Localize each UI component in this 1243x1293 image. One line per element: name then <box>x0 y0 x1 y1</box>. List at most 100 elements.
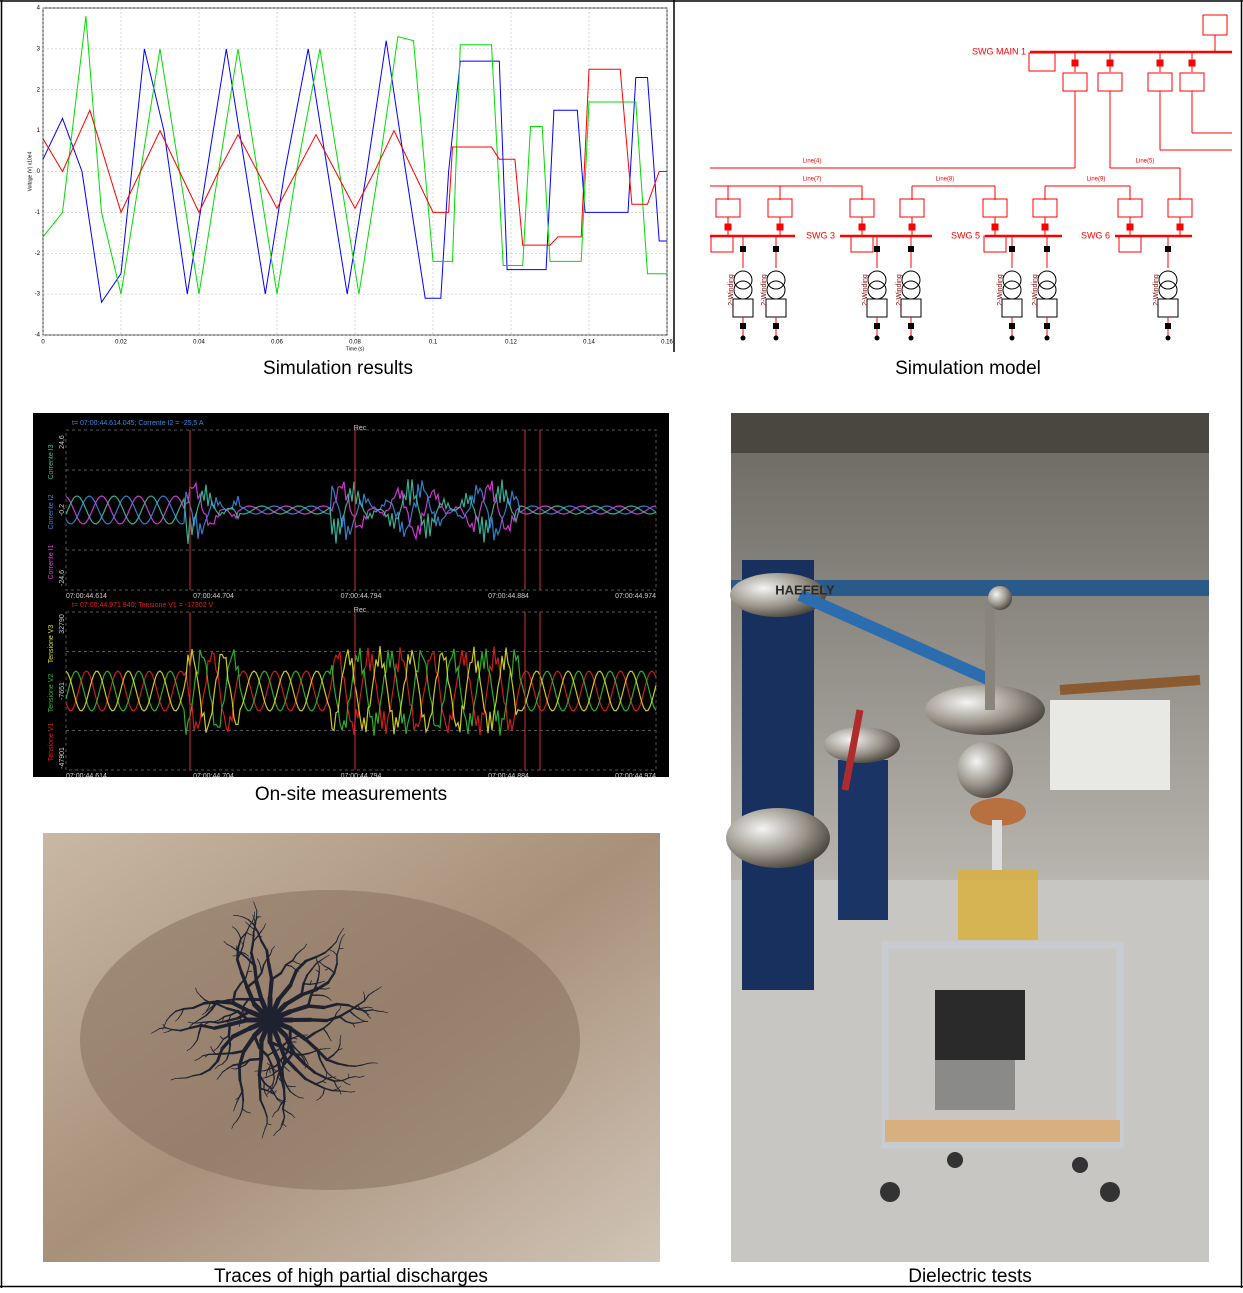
diagram-label: 2-Winding <box>728 274 735 306</box>
scope-time: 07:00:44.974 <box>615 593 656 600</box>
block <box>900 199 924 217</box>
block <box>1180 73 1204 91</box>
diagram-label: Line(9) <box>1087 177 1106 183</box>
trace <box>239 1066 240 1080</box>
transformer <box>734 271 752 289</box>
trace <box>259 1059 261 1075</box>
block <box>1119 236 1141 252</box>
transformer <box>1038 281 1056 299</box>
scope-channel: Tensione V3 <box>48 625 55 664</box>
breaker <box>1177 224 1183 230</box>
caption: On-site measurements <box>255 784 447 805</box>
transformer <box>767 271 785 289</box>
block <box>716 199 740 217</box>
scope-channel: Tensione V1 <box>48 723 55 762</box>
trace <box>284 1088 285 1100</box>
trace <box>267 950 269 963</box>
x-tick-label: 0.06 <box>271 340 283 346</box>
scope-time: 07:00:44.614 <box>66 773 107 780</box>
x-tick-label: 0.08 <box>349 340 361 346</box>
trace <box>308 1006 324 1008</box>
breaker <box>740 323 746 329</box>
trace <box>318 995 324 996</box>
trace <box>229 1025 230 1036</box>
block <box>1203 15 1227 35</box>
terminal <box>1010 336 1015 341</box>
scope-scale: 24,6 <box>59 435 66 449</box>
block <box>1029 53 1055 71</box>
block <box>1033 199 1057 217</box>
breaker <box>909 224 915 230</box>
diagram-label: SWG MAIN 1 <box>972 46 1026 56</box>
transformer <box>868 271 886 289</box>
breaker <box>859 224 865 230</box>
terminal <box>1045 336 1050 341</box>
x-axis-label: Time (s) <box>346 346 364 352</box>
block <box>983 199 1007 217</box>
transformer <box>1038 271 1056 289</box>
load <box>867 299 887 317</box>
breaker <box>874 246 880 252</box>
trace <box>337 1004 348 1005</box>
trace <box>304 984 311 985</box>
trace <box>210 1022 218 1023</box>
y-axis-label: Voltage (V) x10e4 <box>27 151 33 191</box>
trace <box>311 1020 327 1021</box>
scope-scale: 32790 <box>59 614 66 634</box>
terminal <box>1166 336 1171 341</box>
block <box>1118 199 1142 217</box>
trace <box>239 1023 240 1027</box>
breaker <box>992 224 998 230</box>
block <box>711 236 733 252</box>
block <box>1148 73 1172 91</box>
transformer <box>868 281 886 299</box>
diagram-label: SWG 5 <box>951 230 980 240</box>
trace <box>244 1010 245 1014</box>
breaker <box>773 246 779 252</box>
trace <box>248 999 261 1000</box>
trace <box>229 1036 230 1045</box>
trace <box>229 1045 230 1053</box>
breaker <box>1044 323 1050 329</box>
transformer <box>1159 281 1177 299</box>
trace <box>347 1066 355 1067</box>
terminal <box>741 336 746 341</box>
trace <box>228 999 238 1000</box>
breaker <box>1107 60 1113 66</box>
trace <box>250 1059 261 1060</box>
trace <box>379 1011 384 1012</box>
diagram-label: 2-Winding <box>761 274 768 306</box>
terminal <box>875 336 880 341</box>
y-tick-label: -4 <box>35 333 41 339</box>
figure: -4-3-2-10123400.020.040.060.080.10.120.1… <box>0 0 1243 1288</box>
scope-time: 07:00:44.974 <box>615 773 656 780</box>
diagram-label: 2-Winding <box>862 274 869 306</box>
diagram: SWG MAIN 1Line(4)Line(5)Line(7)Line(8)Li… <box>710 15 1232 341</box>
trace <box>368 1063 373 1064</box>
terminal <box>909 336 914 341</box>
diagram-label: 2-Winding <box>896 274 903 306</box>
scope-channel: Corrente I2 <box>48 494 55 529</box>
transformer <box>734 281 752 299</box>
scope-scale: -24,6 <box>59 570 66 586</box>
trace <box>274 1072 275 1079</box>
caption: Simulation results <box>263 358 413 379</box>
x-tick-label: 0.12 <box>505 340 517 346</box>
x-tick-label: 0.16 <box>661 340 673 346</box>
trace <box>172 1030 180 1031</box>
diagram-label: Line(8) <box>936 177 955 183</box>
breaker <box>908 323 914 329</box>
breaker <box>1072 60 1078 66</box>
scope-header: t= 07:00:44.614.045; Corrente I2 = -25,5… <box>72 420 204 427</box>
load <box>766 299 786 317</box>
breaker <box>1165 323 1171 329</box>
breaker <box>777 224 783 230</box>
block <box>1063 73 1087 91</box>
diagram-label: 2-Winding <box>1032 274 1039 306</box>
load <box>1037 299 1057 317</box>
scope-scale: -47901 <box>59 747 66 769</box>
load <box>1002 299 1022 317</box>
trace <box>270 979 272 998</box>
diagram-label: 2-Winding <box>1153 274 1160 306</box>
x-tick-label: 0.14 <box>583 340 595 346</box>
